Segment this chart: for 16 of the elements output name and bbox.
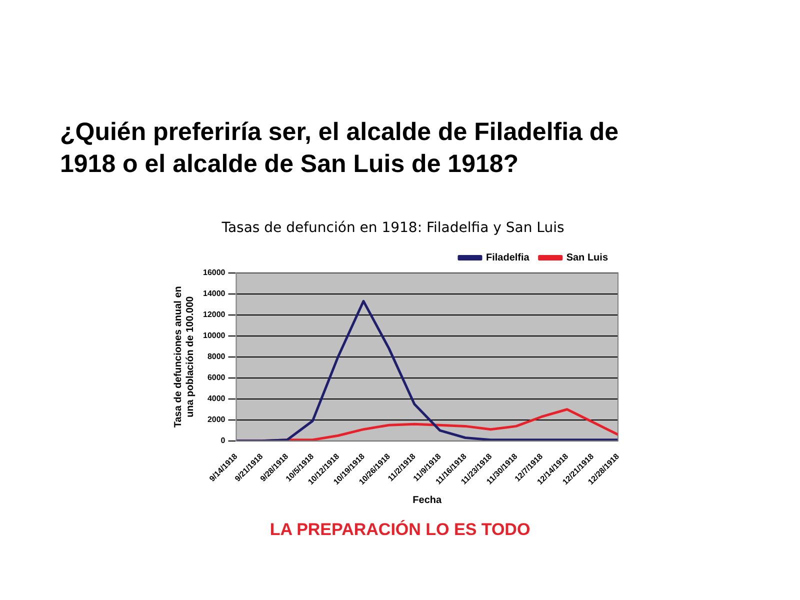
chart-subtitle: Tasas de defunción en 1918: Filadelfia y San Luis (220, 220, 564, 236)
legend-label: Filadelfia (486, 252, 530, 264)
y-tick-label: 0 (220, 436, 226, 446)
y-tick-label: 16000 (202, 268, 226, 278)
y-tick-label: 6000 (207, 373, 226, 382)
y-tick-label: 12000 (202, 310, 226, 320)
chart-title: ¿Quién preferiría ser, el alcalde de Filadelfia de 1918 o el alcalde de San Luis de 1918? (60, 117, 620, 180)
y-tick-label: 2000 (207, 415, 226, 424)
y-tick-label: 10000 (202, 331, 226, 340)
y-tick-label: 8000 (207, 352, 226, 362)
x-axis-title: Fecha (412, 494, 442, 506)
y-tick-label: 14000 (202, 289, 226, 298)
y-axis-title: Tasa de defunciones anual en una población de 100.000 (172, 286, 196, 428)
y-tick-label: 4000 (207, 394, 226, 404)
legend-label: San Luis (566, 252, 608, 264)
text: LA PREPARACIÓN LO ES TODO (268, 520, 532, 540)
